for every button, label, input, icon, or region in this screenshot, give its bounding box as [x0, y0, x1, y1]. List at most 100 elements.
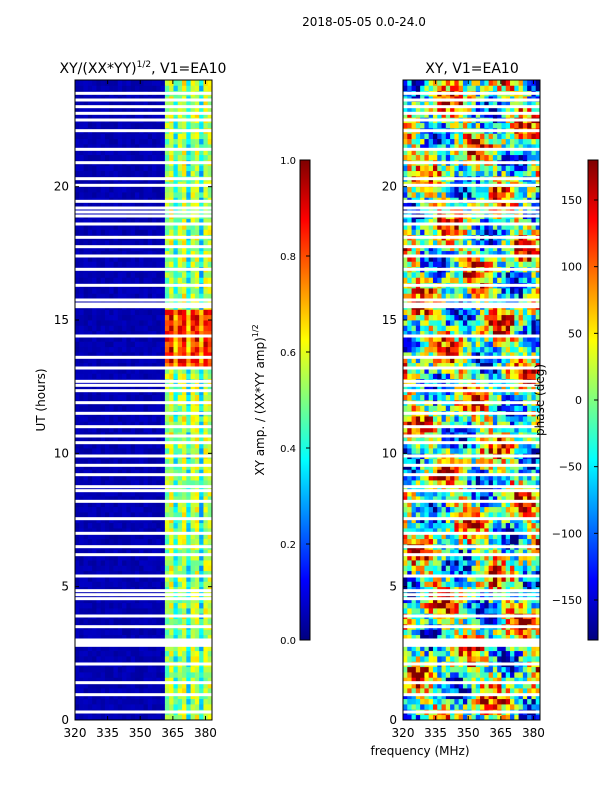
- amp-heatmap-cell: [190, 698, 196, 705]
- amp-heatmap-cell: [207, 394, 213, 401]
- phase-heatmap-cell: [501, 618, 507, 625]
- amp-heatmap-cell: [96, 341, 102, 348]
- amp-heatmap-cell: [164, 688, 170, 694]
- amp-heatmap-cell: [164, 629, 170, 636]
- amp-heatmap-cell: [92, 629, 97, 636]
- phase-heatmap-cell: [501, 608, 507, 614]
- amp-heatmap-cell: [194, 277, 200, 284]
- amp-heatmap-cell: [160, 458, 166, 465]
- amp-heatmap-cell: [194, 533, 200, 540]
- amp-heatmap-cell: [134, 80, 140, 86]
- amp-flagged-row: [75, 305, 212, 309]
- amp-heatmap-cell: [87, 490, 93, 497]
- amp-heatmap-cell: [126, 362, 132, 369]
- phase-heatmap-cell: [467, 570, 472, 577]
- amp-heatmap-cell: [164, 576, 170, 582]
- phase-heatmap-cell: [510, 682, 515, 689]
- amp-heatmap-cell: [134, 368, 140, 374]
- amp-heatmap-cell: [190, 202, 196, 209]
- phase-heatmap-cell: [480, 682, 485, 689]
- amp-heatmap-cell: [160, 618, 166, 625]
- amp-x-ticks: 320 335 350 365 380: [64, 80, 217, 740]
- amp-heatmap-cell: [96, 389, 102, 396]
- phase-heatmap-cell: [454, 560, 460, 566]
- amp-flagged-row: [75, 91, 212, 95]
- amp-heatmap-cell: [109, 474, 114, 481]
- phase-heatmap-cell: [441, 602, 447, 609]
- amp-heatmap-cell: [177, 512, 183, 518]
- amp-heatmap-cell: [100, 288, 106, 294]
- amp-heatmap-cell: [173, 112, 179, 118]
- amp-heatmap-cell: [207, 565, 213, 572]
- phase-heatmap-cell: [488, 650, 494, 657]
- amp-heatmap-cell: [169, 512, 174, 518]
- amp-heatmap-cell: [104, 202, 110, 209]
- phase-heatmap-cell: [535, 704, 541, 710]
- amp-heatmap-cell: [182, 122, 187, 129]
- amp-heatmap-cell: [83, 261, 89, 268]
- amp-heatmap-cell: [79, 256, 84, 262]
- phase-heatmap-cell: [522, 650, 528, 657]
- amp-heatmap-cell: [130, 85, 136, 92]
- amp-heatmap-cell: [194, 554, 200, 561]
- amp-heatmap-cell: [130, 602, 136, 609]
- amp-heatmap-cell: [126, 154, 132, 161]
- amp-heatmap-cell: [194, 570, 200, 577]
- amp-heatmap-cell: [177, 522, 183, 529]
- amp-heatmap-cell: [83, 405, 89, 412]
- phase-heatmap-cell: [420, 688, 425, 694]
- amp-heatmap-cell: [75, 512, 80, 518]
- phase-heatmap-cell: [407, 688, 412, 694]
- phase-heatmap-cell: [467, 714, 472, 721]
- amp-heatmap-cell: [156, 384, 162, 390]
- amp-heatmap-cell: [79, 682, 84, 689]
- amp-heatmap-cell: [117, 154, 123, 161]
- amp-heatmap-cell: [83, 650, 89, 657]
- amp-heatmap-cell: [109, 416, 114, 422]
- amp-heatmap-cell: [126, 229, 132, 236]
- amp-heatmap-cell: [160, 389, 166, 396]
- amp-heatmap-cell: [134, 629, 140, 636]
- amp-heatmap-cell: [182, 298, 187, 305]
- phase-heatmap-cell: [467, 576, 472, 582]
- amp-heatmap-cell: [164, 618, 170, 625]
- amp-heatmap-cell: [147, 170, 153, 177]
- amp-heatmap-cell: [199, 608, 204, 614]
- phase-heatmap-cell: [450, 688, 455, 694]
- amp-heatmap-cell: [75, 437, 80, 444]
- amp-heatmap-cell: [160, 714, 166, 721]
- amp-heatmap-cell: [186, 346, 191, 353]
- amp-heatmap-cell: [186, 533, 191, 540]
- amp-heatmap-cell: [186, 362, 191, 369]
- amp-heatmap-cell: [169, 421, 174, 428]
- amp-heatmap-cell: [160, 405, 166, 412]
- phase-heatmap-cell: [407, 650, 412, 657]
- amp-heatmap-cell: [182, 522, 187, 529]
- amp-heatmap-cell: [177, 330, 183, 337]
- phase-heatmap-cell: [480, 677, 485, 684]
- amp-heatmap-cell: [152, 421, 157, 428]
- amp-heatmap-cell: [83, 80, 89, 86]
- amp-heatmap-cell: [87, 517, 93, 524]
- amp-heatmap-cell: [147, 682, 153, 689]
- amp-heatmap-cell: [143, 629, 149, 636]
- phase-heatmap-cell: [420, 629, 425, 636]
- amp-heatmap-cell: [104, 149, 110, 156]
- amp-heatmap-cell: [104, 448, 110, 454]
- amp-title-exp: 1/2: [137, 60, 151, 70]
- phase-heatmap-cell: [454, 549, 460, 556]
- amp-heatmap-cell: [194, 314, 200, 321]
- phase-heatmap-cell: [450, 597, 455, 604]
- amp-heatmap-cell: [177, 560, 183, 566]
- amp-heatmap-cell: [96, 229, 102, 236]
- amp-heatmap-cell: [173, 597, 179, 604]
- amp-heatmap-cell: [182, 597, 187, 604]
- amp-heatmap-cell: [117, 224, 123, 230]
- amp-heatmap-cell: [134, 464, 140, 470]
- amp-heatmap-cell: [139, 405, 144, 412]
- amp-heatmap-cell: [190, 570, 196, 577]
- phase-heatmap-cell: [514, 698, 519, 705]
- amp-heatmap-cell: [147, 154, 153, 161]
- amp-heatmap-cell: [87, 80, 93, 86]
- amp-heatmap-cell: [194, 320, 200, 326]
